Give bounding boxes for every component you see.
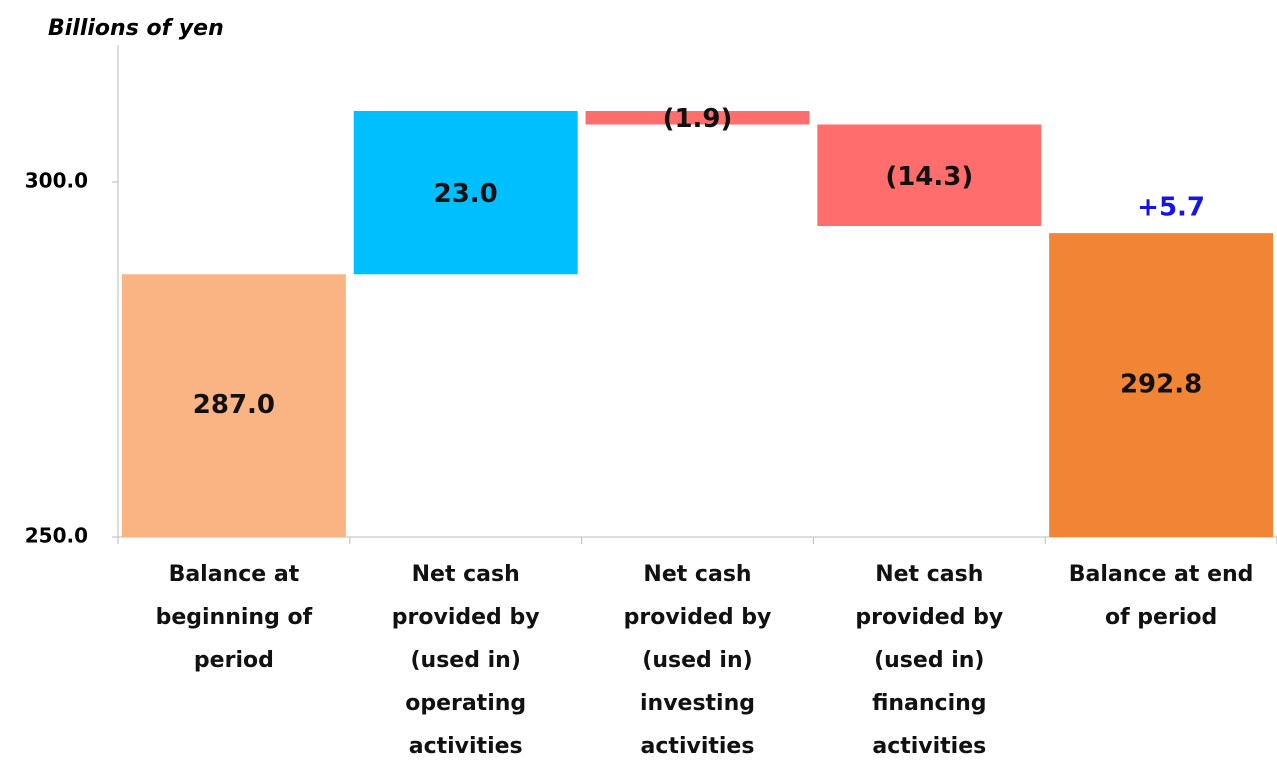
annotation: +5.7: [1137, 193, 1205, 223]
bar: [1049, 233, 1274, 537]
x-tick-label: Net cash provided by (used in) operating…: [391, 562, 540, 759]
value-label: 292.8: [1120, 370, 1202, 400]
x-tick-label: Net cash provided by (used in) financing…: [855, 562, 1004, 759]
x-tick-label: Balance at beginning of period: [155, 562, 313, 673]
y-tick-label: 250.0: [25, 524, 88, 548]
value-label: (1.9): [663, 104, 733, 134]
bar: [121, 274, 346, 537]
y-tick-label: 300.0: [25, 169, 88, 193]
bar: [585, 111, 810, 125]
bar: [817, 124, 1042, 227]
y-axis-title: Billions of yen: [48, 16, 224, 41]
value-label: 23.0: [434, 179, 498, 209]
value-label: 287.0: [193, 390, 275, 420]
bar: [353, 111, 578, 275]
value-label: (14.3): [885, 162, 973, 192]
x-tick-label: Net cash provided by (used in) investing…: [623, 562, 772, 759]
x-tick-label: Balance at end of period: [1068, 562, 1254, 630]
